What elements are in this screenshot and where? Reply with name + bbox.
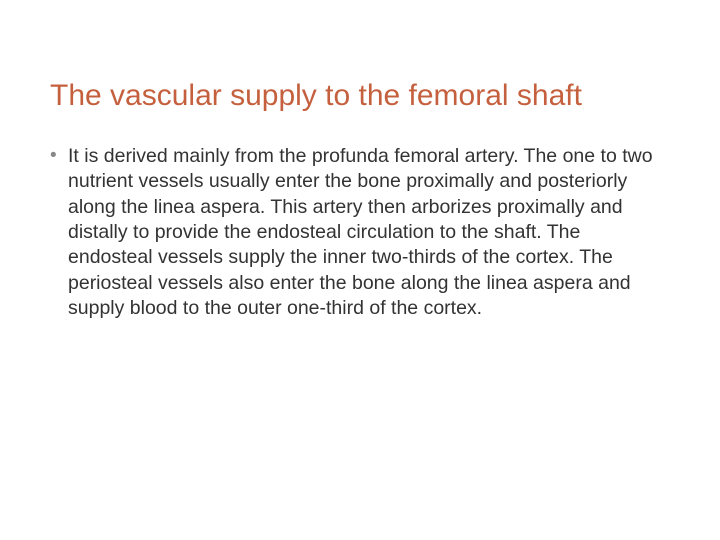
bullet-list: • It is derived mainly from the profunda… [50,144,670,321]
bullet-text: It is derived mainly from the profunda f… [68,145,653,319]
list-item: • It is derived mainly from the profunda… [50,144,670,321]
slide-container: The vascular supply to the femoral shaft… [0,0,720,540]
slide-title: The vascular supply to the femoral shaft [50,78,670,114]
bullet-marker-icon: • [50,144,57,169]
